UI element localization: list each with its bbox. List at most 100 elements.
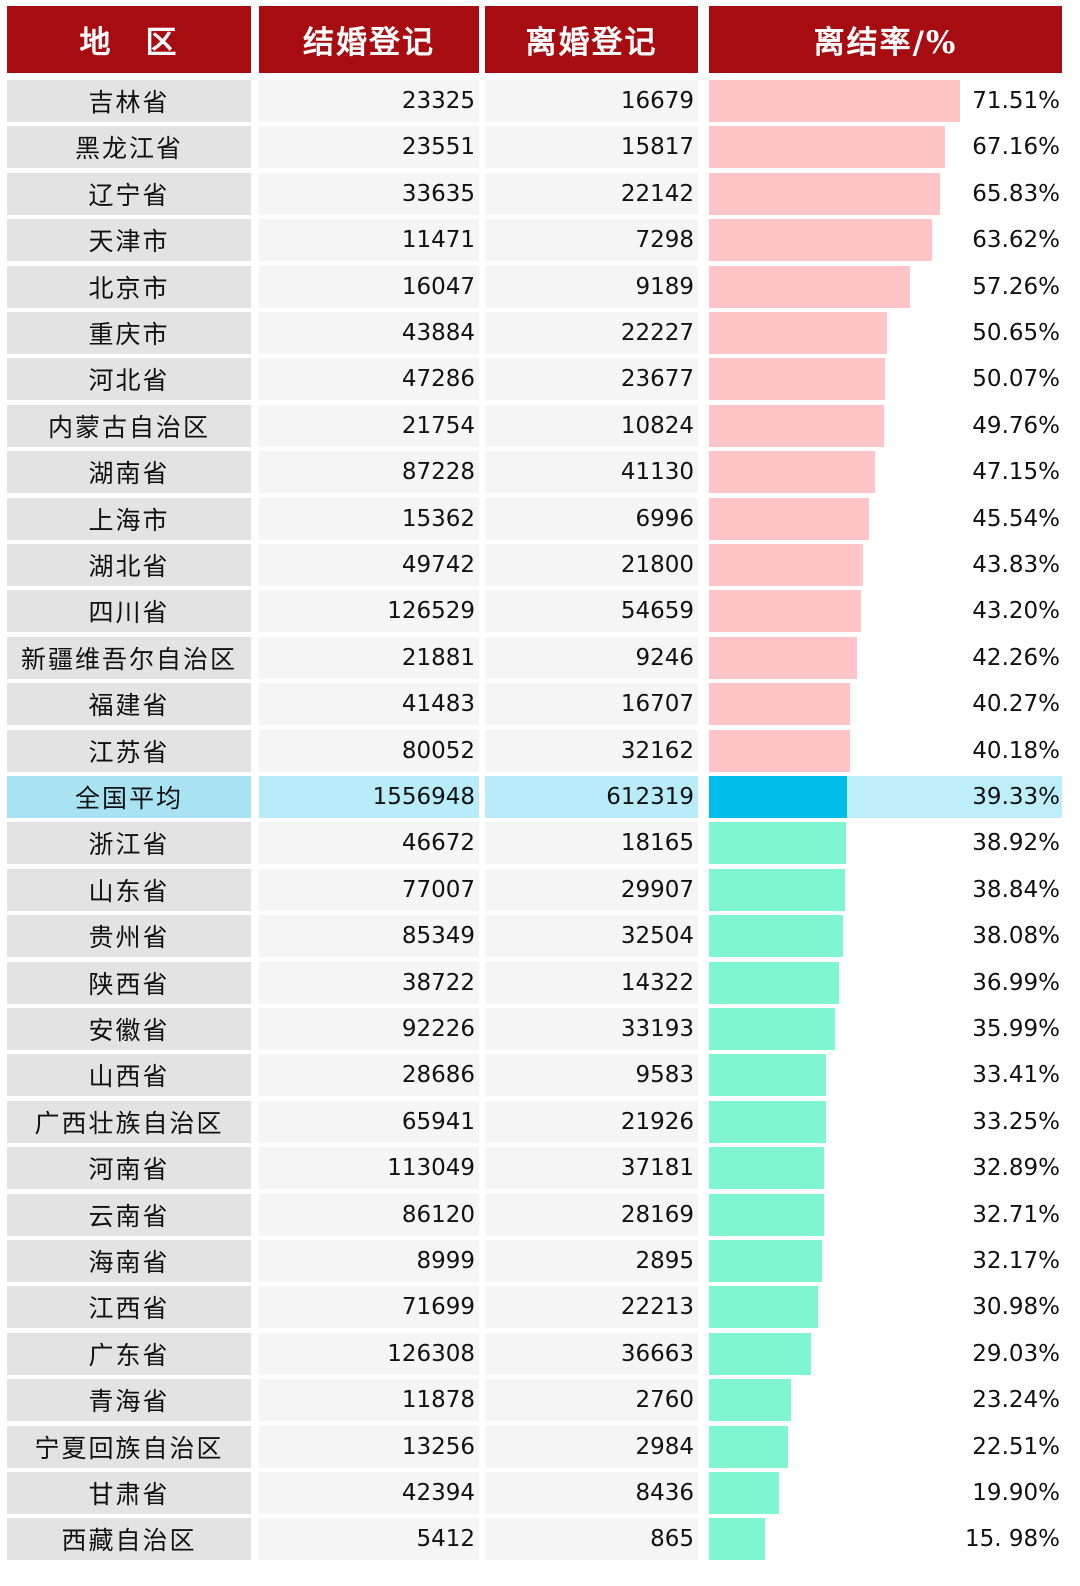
- ratio-label: 63.62%: [972, 227, 1060, 253]
- marriage-count-cell: 80052: [259, 730, 479, 772]
- ratio-cell: 42.26%: [709, 637, 1062, 679]
- table-row: 上海市 15362 6996 45.54%: [0, 498, 1080, 540]
- table-row: 江苏省 80052 32162 40.18%: [0, 730, 1080, 772]
- divorce-count-cell: 9583: [485, 1054, 698, 1096]
- divorce-count-cell: 14322: [485, 962, 698, 1004]
- ratio-label: 43.20%: [972, 598, 1060, 624]
- table-row: 海南省 8999 2895 32.17%: [0, 1240, 1080, 1282]
- ratio-label: 32.71%: [972, 1202, 1060, 1228]
- divorce-count-cell: 10824: [485, 405, 698, 447]
- table-row: 北京市 16047 9189 57.26%: [0, 266, 1080, 308]
- ratio-cell: 43.20%: [709, 590, 1062, 632]
- ratio-label: 38.84%: [972, 877, 1060, 903]
- region-cell: 新疆维吾尔自治区: [7, 637, 251, 679]
- ratio-label: 33.41%: [972, 1062, 1060, 1088]
- table-row: 重庆市 43884 22227 50.65%: [0, 312, 1080, 354]
- table-row: 河南省 113049 37181 32.89%: [0, 1147, 1080, 1189]
- region-cell: 湖南省: [7, 451, 251, 493]
- table-row: 江西省 71699 22213 30.98%: [0, 1286, 1080, 1328]
- divorce-count-cell: 29907: [485, 869, 698, 911]
- marriage-count-cell: 92226: [259, 1008, 479, 1050]
- ratio-bar: [709, 451, 875, 493]
- table-row: 黑龙江省 23551 15817 67.16%: [0, 126, 1080, 168]
- table-row: 云南省 86120 28169 32.71%: [0, 1194, 1080, 1236]
- ratio-bar: [709, 730, 850, 772]
- divorce-count-cell: 23677: [485, 358, 698, 400]
- ratio-cell: 19.90%: [709, 1472, 1062, 1514]
- region-cell: 宁夏回族自治区: [7, 1426, 251, 1468]
- divorce-count-cell: 612319: [485, 776, 698, 818]
- ratio-bar: [709, 915, 843, 957]
- divorce-count-cell: 9246: [485, 637, 698, 679]
- marriage-count-cell: 23551: [259, 126, 479, 168]
- ratio-cell: 35.99%: [709, 1008, 1062, 1050]
- ratio-label: 35.99%: [972, 1016, 1060, 1042]
- ratio-label: 49.76%: [972, 413, 1060, 439]
- ratio-cell: 43.83%: [709, 544, 1062, 586]
- divorce-count-cell: 16707: [485, 683, 698, 725]
- table-row: 四川省 126529 54659 43.20%: [0, 590, 1080, 632]
- marriage-count-cell: 42394: [259, 1472, 479, 1514]
- ratio-label: 43.83%: [972, 552, 1060, 578]
- ratio-label: 40.18%: [972, 738, 1060, 764]
- ratio-cell: 32.71%: [709, 1194, 1062, 1236]
- ratio-cell: 50.65%: [709, 312, 1062, 354]
- region-cell: 浙江省: [7, 822, 251, 864]
- marriage-count-cell: 113049: [259, 1147, 479, 1189]
- marriage-count-cell: 28686: [259, 1054, 479, 1096]
- table-row: 河北省 47286 23677 50.07%: [0, 358, 1080, 400]
- marriage-count-cell: 16047: [259, 266, 479, 308]
- divorce-count-cell: 54659: [485, 590, 698, 632]
- divorce-count-cell: 2895: [485, 1240, 698, 1282]
- table-header: 地 区 结婚登记 离婚登记 离结率/%: [0, 0, 1080, 78]
- region-cell: 河北省: [7, 358, 251, 400]
- ratio-cell: 65.83%: [709, 173, 1062, 215]
- region-cell: 广东省: [7, 1333, 251, 1375]
- divorce-count-cell: 21926: [485, 1101, 698, 1143]
- ratio-label: 19.90%: [972, 1480, 1060, 1506]
- marriage-count-cell: 126529: [259, 590, 479, 632]
- marriage-count-cell: 85349: [259, 915, 479, 957]
- ratio-label: 50.07%: [972, 366, 1060, 392]
- marriage-count-cell: 15362: [259, 498, 479, 540]
- region-cell: 云南省: [7, 1194, 251, 1236]
- table-row: 青海省 11878 2760 23.24%: [0, 1379, 1080, 1421]
- ratio-bar: [709, 1518, 766, 1560]
- region-cell: 天津市: [7, 219, 251, 261]
- marriage-count-cell: 21881: [259, 637, 479, 679]
- ratio-bar: [709, 776, 847, 818]
- region-cell: 江西省: [7, 1286, 251, 1328]
- region-cell: 海南省: [7, 1240, 251, 1282]
- divorce-count-cell: 41130: [485, 451, 698, 493]
- region-cell: 贵州省: [7, 915, 251, 957]
- ratio-bar: [709, 312, 887, 354]
- region-cell: 全国平均: [7, 776, 251, 818]
- divorce-count-cell: 22227: [485, 312, 698, 354]
- region-cell: 甘肃省: [7, 1472, 251, 1514]
- ratio-label: 40.27%: [972, 691, 1060, 717]
- ratio-bar: [709, 219, 933, 261]
- divorce-count-cell: 36663: [485, 1333, 698, 1375]
- divorce-count-cell: 6996: [485, 498, 698, 540]
- ratio-label: 42.26%: [972, 645, 1060, 671]
- header-region: 地 区: [7, 6, 251, 73]
- divorce-count-cell: 2984: [485, 1426, 698, 1468]
- divorce-count-cell: 33193: [485, 1008, 698, 1050]
- divorce-count-cell: 865: [485, 1518, 698, 1560]
- divorce-count-cell: 16679: [485, 80, 698, 122]
- region-cell: 内蒙古自治区: [7, 405, 251, 447]
- ratio-cell: 38.08%: [709, 915, 1062, 957]
- marriage-count-cell: 33635: [259, 173, 479, 215]
- divorce-count-cell: 22142: [485, 173, 698, 215]
- header-marriage: 结婚登记: [259, 6, 479, 73]
- ratio-label: 30.98%: [972, 1294, 1060, 1320]
- divorce-count-cell: 9189: [485, 266, 698, 308]
- ratio-cell: 33.41%: [709, 1054, 1062, 1096]
- header-divorce: 离婚登记: [485, 6, 698, 73]
- ratio-label: 29.03%: [972, 1341, 1060, 1367]
- table-row: 陕西省 38722 14322 36.99%: [0, 962, 1080, 1004]
- marriage-count-cell: 47286: [259, 358, 479, 400]
- divorce-count-cell: 32504: [485, 915, 698, 957]
- ratio-label: 38.08%: [972, 923, 1060, 949]
- ratio-label: 50.65%: [972, 320, 1060, 346]
